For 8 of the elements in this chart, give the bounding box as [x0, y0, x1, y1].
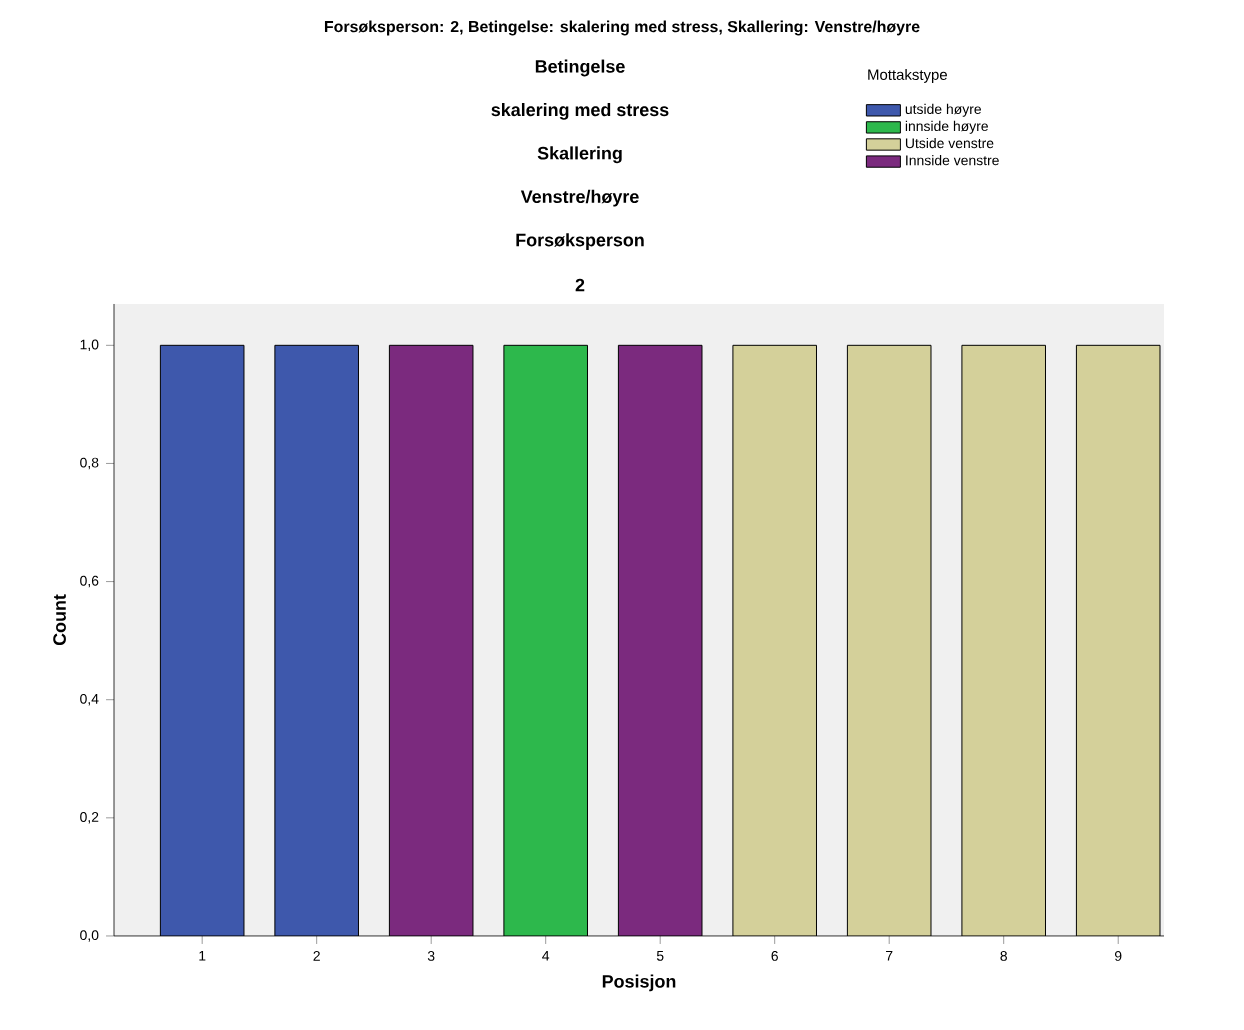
y-axis-title: Count [53, 594, 66, 646]
text: 2 [575, 278, 585, 292]
text: skalering med stress [491, 102, 669, 120]
text: Forsøksperson [516, 233, 644, 250]
text: Venstre/høyre [520, 189, 639, 207]
text: Skallering [537, 146, 622, 164]
text: Betingelse [535, 59, 625, 77]
x-axis-title: Posisjon [602, 974, 676, 992]
